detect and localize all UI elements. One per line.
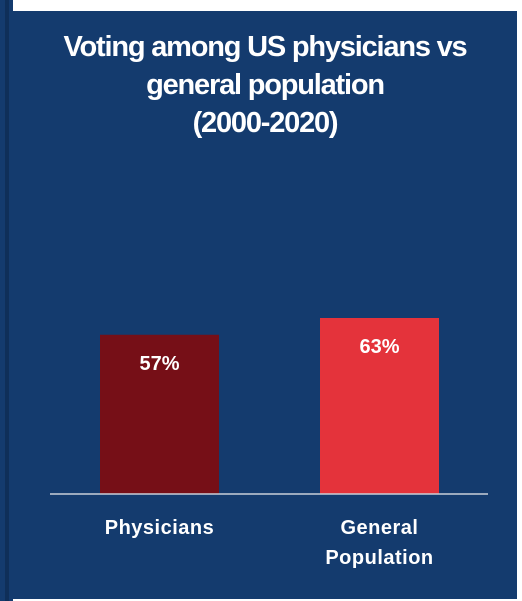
category-label-1: Physicians: [105, 517, 215, 539]
category-label-2-line-2: Population: [325, 547, 433, 569]
left-border-line: [5, 0, 9, 601]
chart-panel: [13, 11, 517, 599]
category-label-2-line-1: General: [341, 517, 419, 539]
bar-value-label-2: 63%: [359, 336, 399, 358]
chart-title: Voting among US physicians vs general po…: [13, 28, 517, 142]
bar-2: [320, 318, 439, 494]
chart-title-line-3: (2000-2020): [192, 107, 339, 139]
bar-1: [100, 334, 219, 494]
left-border: [0, 0, 13, 601]
chart-title-line-2: general population: [146, 69, 385, 101]
bar-value-label-1: 57%: [139, 353, 179, 375]
chart-title-line-1: Voting among US physicians vs: [63, 31, 468, 63]
